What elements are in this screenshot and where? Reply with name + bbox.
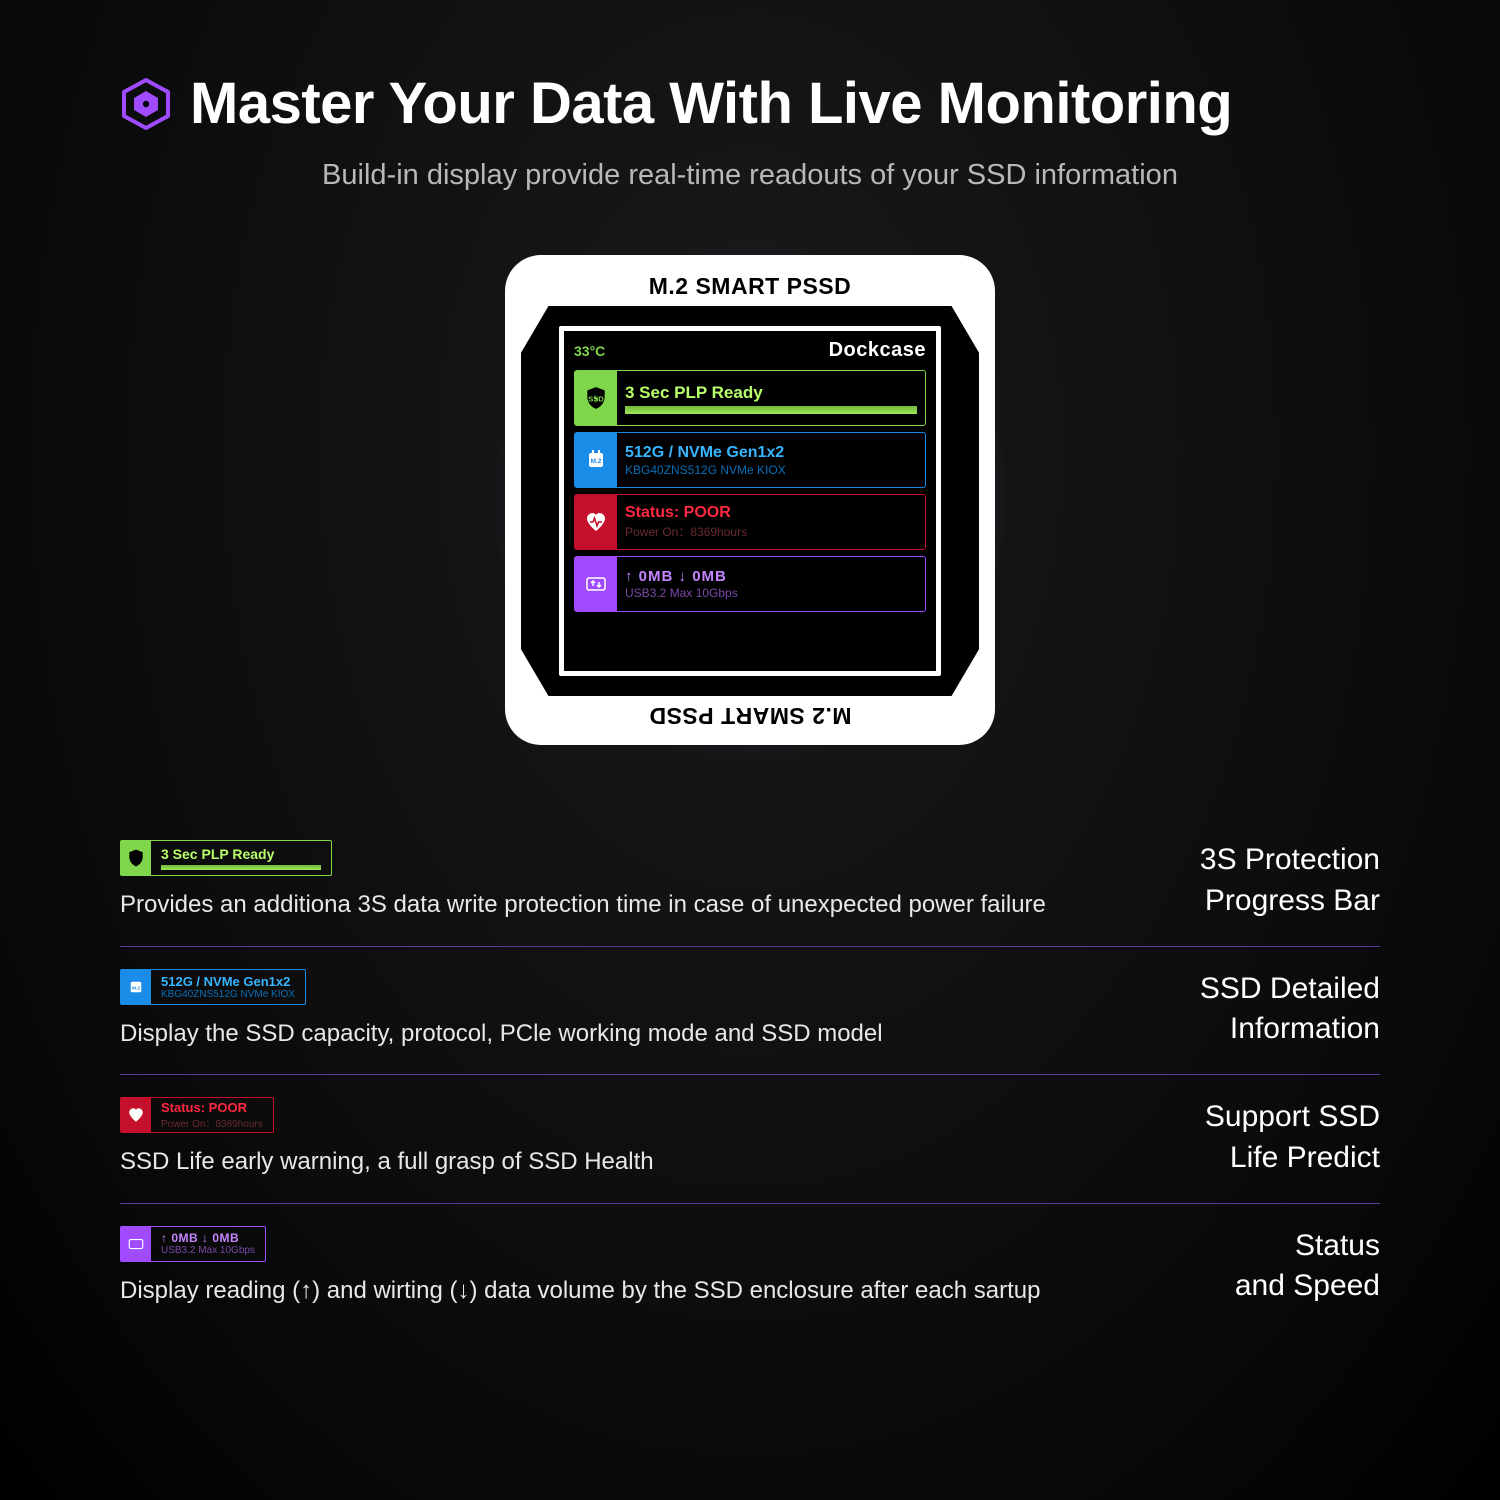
transfer-icon <box>575 557 617 611</box>
shield-icon: SSD <box>575 371 617 425</box>
ssd-badge: M.2 512G / NVMe Gen1x2KBG40ZNS512G NVMe … <box>120 969 306 1005</box>
speed-readout-text: ↑ 0MB ↓ 0MB <box>625 568 917 585</box>
feature-speed: ↑ 0MB ↓ 0MBUSB3.2 Max 10Gbps Display rea… <box>120 1204 1380 1332</box>
temperature-readout: 33°C <box>574 343 605 359</box>
feature-speed-title: Status and Speed <box>1235 1226 1380 1307</box>
heart-pulse-icon <box>121 1098 151 1132</box>
screen-row-speed: ↑ 0MB ↓ 0MB USB3.2 Max 10Gbps <box>574 556 926 612</box>
feature-ssd: M.2 512G / NVMe Gen1x2KBG40ZNS512G NVMe … <box>120 947 1380 1076</box>
feature-plp: 3 Sec PLP Ready Provides an additiona 3S… <box>120 818 1380 947</box>
plp-badge: 3 Sec PLP Ready <box>120 840 332 876</box>
feature-health: Status: POORPower On：8369hours SSD Life … <box>120 1075 1380 1204</box>
feature-plp-desc: Provides an additiona 3S data write prot… <box>120 888 1140 922</box>
device-bottom-label: M.2 SMART PSSD <box>649 702 852 729</box>
feature-list: 3 Sec PLP Ready Provides an additiona 3S… <box>120 818 1380 1331</box>
svg-text:M.2: M.2 <box>132 985 140 991</box>
page-title: Master Your Data With Live Monitoring <box>190 70 1232 137</box>
ssd-capacity-text: 512G / NVMe Gen1x2 <box>625 444 917 462</box>
shield-icon <box>121 841 151 875</box>
device-illustration: M.2 SMART PSSD 33°C Dockcase SSD 3 <box>120 237 1380 763</box>
brand-logo-icon <box>120 78 172 130</box>
device-screen: 33°C Dockcase SSD 3 Sec PLP Ready <box>559 326 941 676</box>
health-status-text: Status: POOR <box>625 504 917 522</box>
transfer-icon <box>121 1227 151 1261</box>
plp-mini-bar <box>161 865 321 870</box>
chip-icon: M.2 <box>121 970 151 1004</box>
feature-health-desc: SSD Life early warning, a full grasp of … <box>120 1145 1145 1179</box>
header: Master Your Data With Live Monitoring <box>120 70 1380 137</box>
screen-row-health: Status: POOR Power On：8369hours <box>574 494 926 550</box>
page-subtitle: Build-in display provide real-time reado… <box>120 159 1380 192</box>
feature-health-title: Support SSD Life Predict <box>1205 1097 1380 1178</box>
feature-speed-desc: Display reading (↑) and wirting (↓) data… <box>120 1274 1175 1308</box>
plp-progress-bar <box>625 406 917 414</box>
feature-ssd-title: SSD Detailed Information <box>1200 969 1380 1050</box>
screen-row-plp: SSD 3 Sec PLP Ready <box>574 370 926 426</box>
feature-ssd-desc: Display the SSD capacity, protocol, PCle… <box>120 1017 1140 1051</box>
brand-label: Dockcase <box>829 339 926 362</box>
chip-icon: M.2 <box>575 433 617 487</box>
screen-row-ssd: M.2 512G / NVMe Gen1x2 KBG40ZNS512G NVMe… <box>574 432 926 488</box>
device-top-label: M.2 SMART PSSD <box>649 273 852 300</box>
feature-plp-title: 3S Protection Progress Bar <box>1200 840 1380 921</box>
svg-text:M.2: M.2 <box>591 458 602 465</box>
speed-protocol-text: USB3.2 Max 10Gbps <box>625 586 917 600</box>
speed-badge: ↑ 0MB ↓ 0MBUSB3.2 Max 10Gbps <box>120 1226 266 1262</box>
heart-pulse-icon <box>575 495 617 549</box>
health-poweron-text: Power On：8369hours <box>625 523 917 540</box>
ssd-model-text: KBG40ZNS512G NVMe KIOX <box>625 463 917 477</box>
plp-status-text: 3 Sec PLP Ready <box>625 383 917 403</box>
health-badge: Status: POORPower On：8369hours <box>120 1097 274 1133</box>
